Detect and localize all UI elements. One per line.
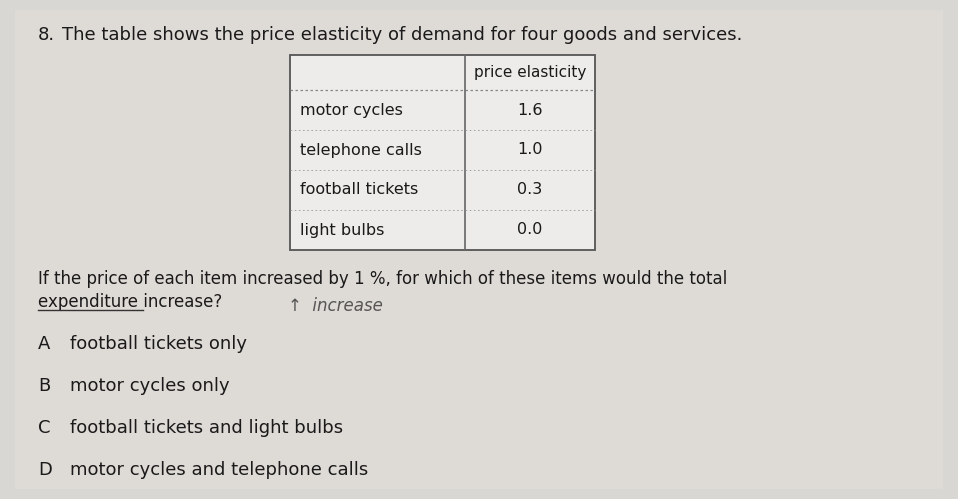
Text: light bulbs: light bulbs: [300, 223, 384, 238]
Text: football tickets and light bulbs: football tickets and light bulbs: [70, 419, 343, 437]
Text: The table shows the price elasticity of demand for four goods and services.: The table shows the price elasticity of …: [62, 26, 742, 44]
Text: 1.0: 1.0: [517, 143, 543, 158]
Text: motor cycles and telephone calls: motor cycles and telephone calls: [70, 461, 368, 479]
Text: A: A: [38, 335, 51, 353]
Text: 1.6: 1.6: [517, 102, 543, 117]
Text: B: B: [38, 377, 50, 395]
Text: ↑  increase: ↑ increase: [288, 297, 383, 315]
Text: price elasticity: price elasticity: [474, 65, 586, 80]
Text: D: D: [38, 461, 52, 479]
Text: If the price of each item increased by 1 %, for which of these items would the t: If the price of each item increased by 1…: [38, 270, 727, 288]
Text: 0.0: 0.0: [517, 223, 542, 238]
Text: C: C: [38, 419, 51, 437]
Text: football tickets only: football tickets only: [70, 335, 247, 353]
Text: motor cycles only: motor cycles only: [70, 377, 230, 395]
Text: 8.: 8.: [38, 26, 56, 44]
Text: football tickets: football tickets: [300, 183, 419, 198]
Text: expenditure increase?: expenditure increase?: [38, 293, 222, 311]
Text: telephone calls: telephone calls: [300, 143, 422, 158]
Text: motor cycles: motor cycles: [300, 102, 403, 117]
Bar: [290, 55, 595, 250]
Text: 0.3: 0.3: [517, 183, 542, 198]
